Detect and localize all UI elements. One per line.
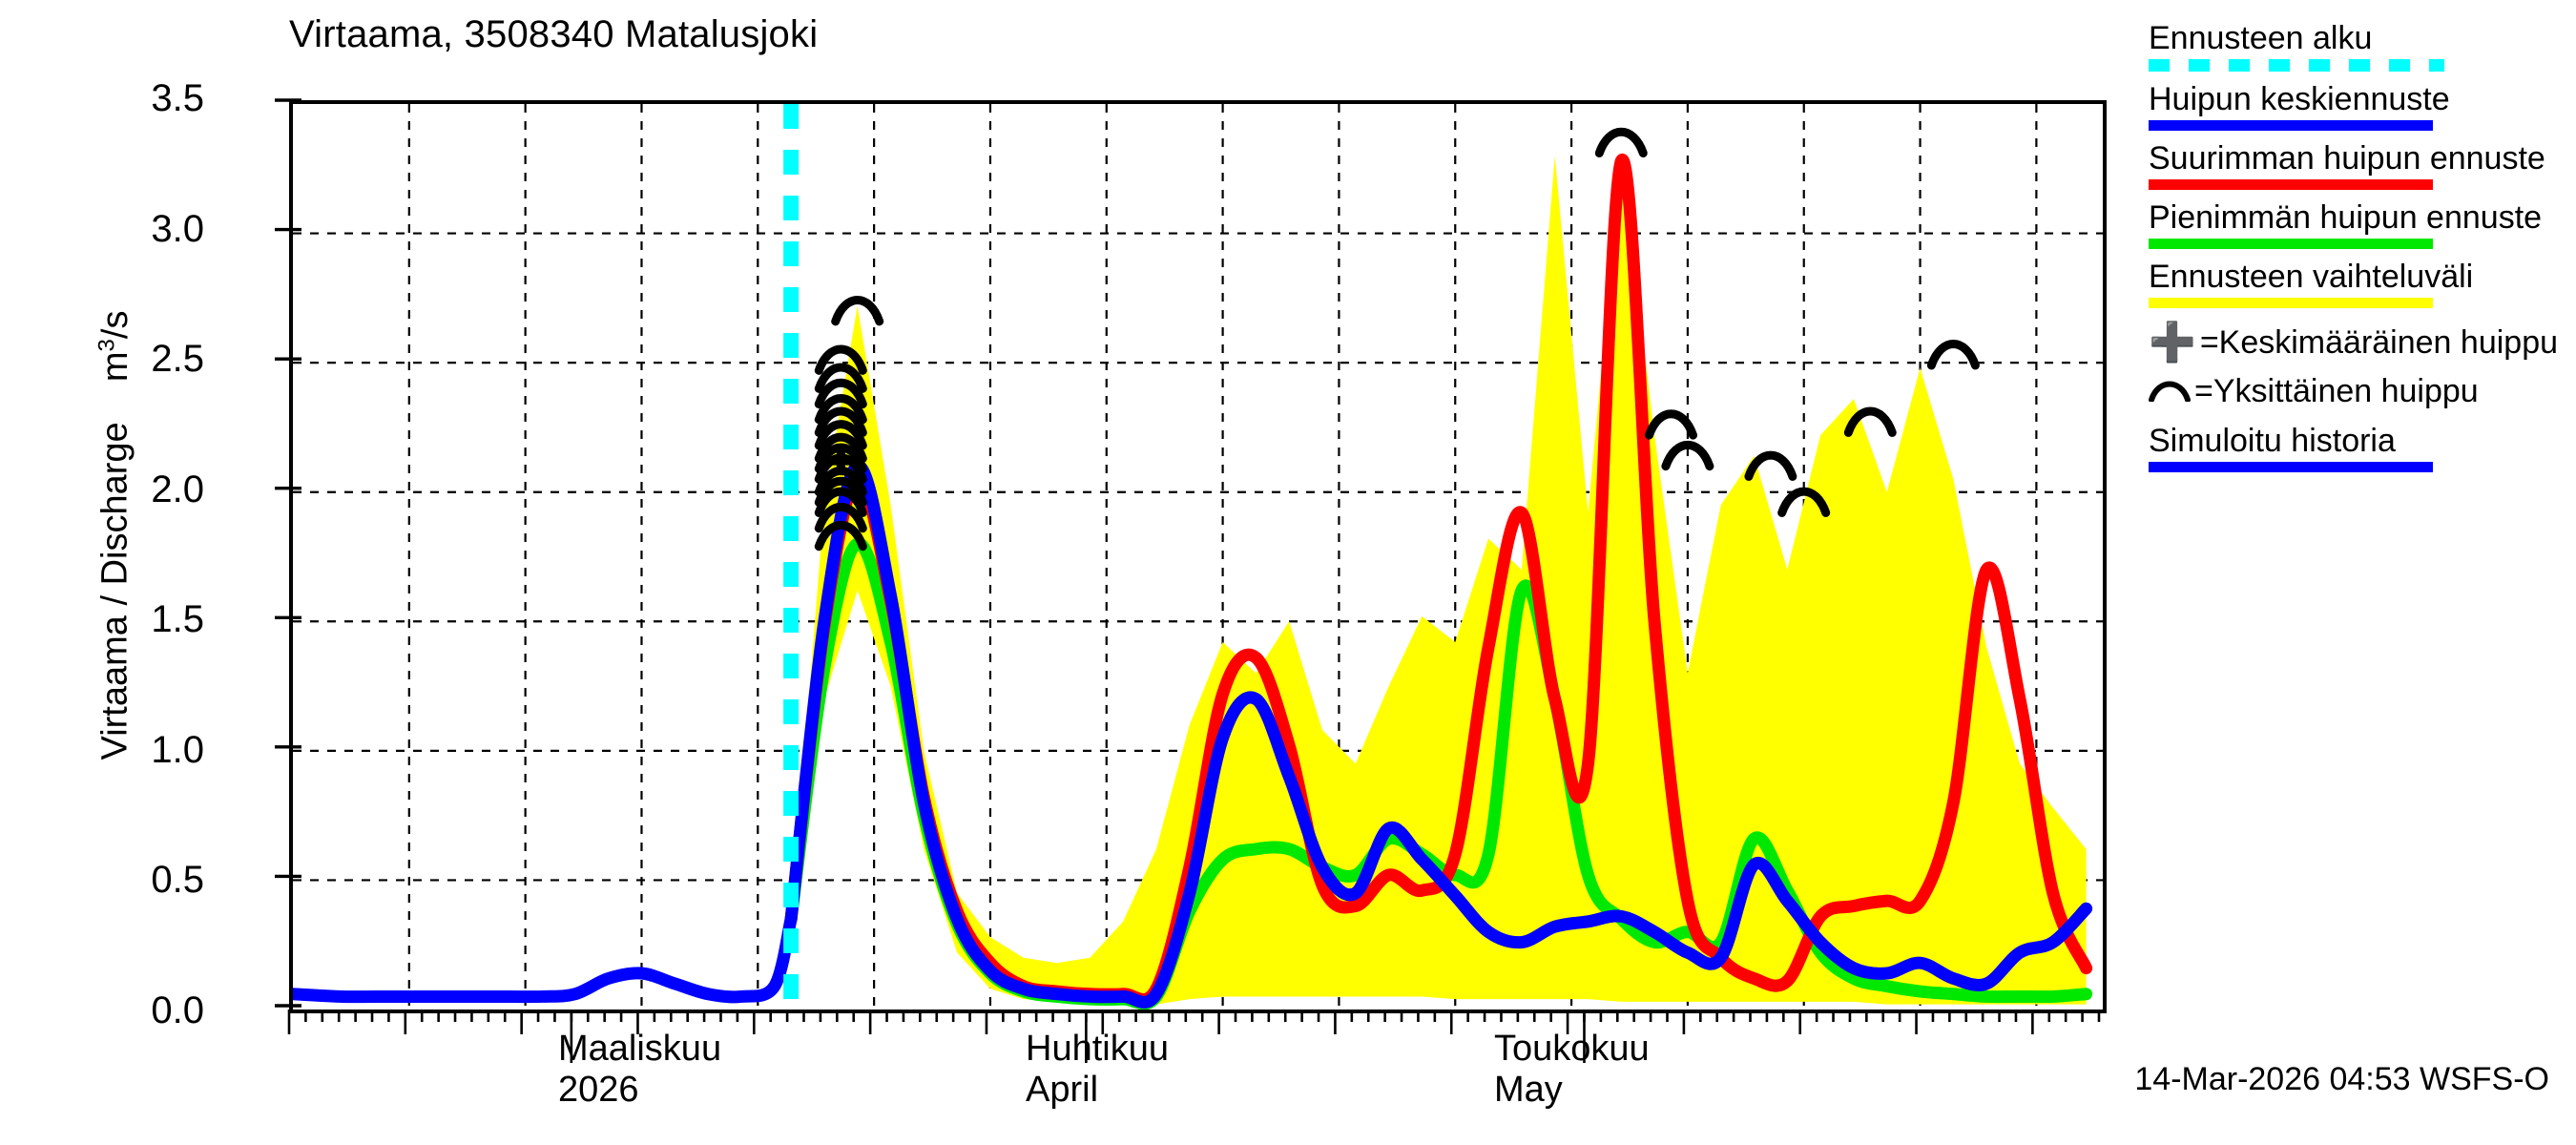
y-tick-3-5: 3.5 — [151, 77, 204, 119]
legend-label-max-peak-forecast: Suurimman huipun ennuste — [2149, 140, 2545, 177]
x-tick-may-fi: Toukokuu — [1494, 1029, 1650, 1069]
forecast-range-band — [791, 156, 2087, 1005]
legend-label-forecast-range: Ennusteen vaihteluväli — [2149, 259, 2474, 296]
individual-peak-marker — [814, 476, 867, 508]
individual-peak-marker — [814, 363, 867, 393]
x-tick-march: Maaliskuu 2026 — [558, 1029, 721, 1110]
individual-peak-marker — [1843, 406, 1897, 437]
individual-peak-marker — [814, 394, 867, 425]
plus-icon: ➕ — [2149, 322, 2196, 364]
x-tick-may: Toukokuu May — [1494, 1029, 1650, 1110]
individual-peak-marker — [1777, 487, 1831, 517]
y-tick-1-5: 1.5 — [151, 598, 204, 640]
legend-item-forecast-range[interactable]: Ennusteen vaihteluväli — [2149, 259, 2568, 309]
y-tick-2-5: 2.5 — [151, 338, 204, 380]
individual-peak-marker — [814, 432, 867, 463]
legend-swatch-forecast-range — [2149, 298, 2433, 309]
chart-legend: Ennusteen alku Huipun keskiennuste Suuri… — [2149, 21, 2568, 483]
x-tick-march-fi: Maaliskuu — [558, 1029, 722, 1069]
legend-label-simulated-history: Simuloitu historia — [2149, 423, 2396, 460]
legend-label-forecast-start: Ennusteen alku — [2149, 20, 2373, 56]
individual-peak-marker — [1926, 340, 1980, 370]
legend-label-average-peak: =Keskimääräinen huippu — [2199, 323, 2559, 361]
legend-item-average-peak[interactable]: ➕ =Keskimääräinen huippu — [2149, 323, 2568, 362]
legend-item-simulated-history[interactable]: Simuloitu historia — [2149, 423, 2568, 473]
individual-peak-marker — [814, 420, 867, 450]
individual-peak-marker — [814, 520, 867, 552]
legend-label-individual-peak: =Yksittäinen huippu — [2194, 373, 2479, 410]
individual-peak-marker — [1645, 409, 1697, 440]
y-tick-0-5: 0.5 — [151, 859, 204, 901]
legend-item-individual-peak[interactable]: =Yksittäinen huippu — [2149, 373, 2568, 410]
individual-peak-marker — [814, 487, 867, 517]
x-tick-april: Huhtikuu April — [1026, 1029, 1169, 1110]
individual-peak-marker — [814, 344, 867, 375]
individual-peak-marker — [814, 406, 867, 437]
arc-icon — [2149, 373, 2191, 410]
legend-label-min-peak-forecast: Pienimmän huipun ennuste — [2149, 199, 2543, 237]
timestamp-footer: 14-Mar-2026 04:53 WSFS-O — [2134, 1061, 2549, 1097]
individual-peak-marker — [814, 378, 867, 408]
y-axis-ticks — [275, 98, 301, 1008]
legend-label-average-peak-row: ➕ =Keskimääräinen huippu — [2149, 323, 2568, 362]
legend-item-max-peak-forecast[interactable]: Suurimman huipun ennuste — [2149, 140, 2568, 191]
legend-label-mean-peak-forecast: Huipun keskiennuste — [2149, 81, 2450, 118]
legend-item-forecast-start[interactable]: Ennusteen alku — [2149, 20, 2568, 73]
average-peak-marker — [826, 447, 856, 476]
individual-peak-marker — [1744, 450, 1797, 481]
legend-label-individual-peak-row: =Yksittäinen huippu — [2149, 373, 2568, 410]
x-tick-april-en: April — [1026, 1069, 1099, 1110]
x-tick-may-en: May — [1494, 1069, 1563, 1110]
individual-peak-marker — [1661, 440, 1714, 471]
individual-peak-marker — [1594, 127, 1648, 157]
page-title: Virtaama, 3508340 Matalusjoki — [289, 13, 819, 55]
individual-peak-marker — [814, 502, 867, 533]
legend-swatch-min-peak-forecast — [2149, 239, 2433, 250]
x-tick-april-fi: Huhtikuu — [1026, 1029, 1169, 1069]
series-simuloitu-historia — [293, 912, 798, 1004]
legend-item-mean-peak-forecast[interactable]: Huipun keskiennuste — [2149, 81, 2568, 132]
individual-peak-marker — [831, 296, 884, 326]
legend-item-min-peak-forecast[interactable]: Pienimmän huipun ennuste — [2149, 199, 2568, 250]
legend-swatch-forecast-start — [2149, 59, 2444, 73]
legend-swatch-simulated-history — [2149, 462, 2433, 473]
legend-swatch-mean-peak-forecast — [2149, 120, 2433, 132]
x-axis-ticks — [287, 1010, 2101, 1063]
individual-peak-markers — [814, 127, 1980, 552]
series-huipun-keskiennuste — [784, 460, 2093, 1009]
y-tick-0-0: 0.0 — [151, 989, 204, 1031]
y-tick-3-0: 3.0 — [151, 208, 204, 250]
y-tick-2-0: 2.0 — [151, 468, 204, 510]
legend-swatch-max-peak-forecast — [2149, 179, 2433, 191]
chart-canvas — [293, 104, 2103, 1010]
y-tick-1-0: 1.0 — [151, 729, 204, 771]
chart-plot-area[interactable] — [289, 100, 2107, 1013]
x-tick-march-year: 2026 — [558, 1069, 639, 1110]
